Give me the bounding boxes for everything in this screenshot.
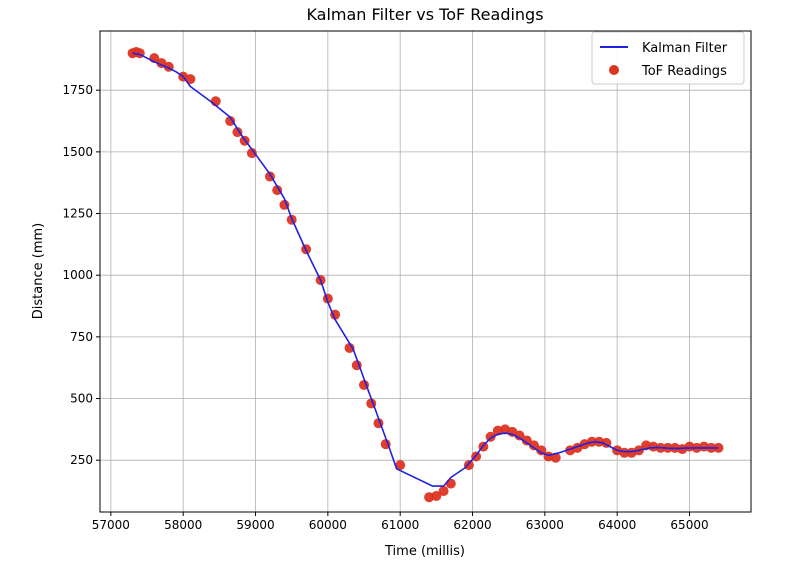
tof-reading-point [185, 74, 196, 85]
legend-dot-swatch [609, 65, 619, 75]
tof-reading-point [619, 447, 630, 458]
legend: Kalman Filter ToF Readings [591, 31, 745, 85]
x-tick-label: 58000 [164, 518, 202, 532]
legend-box [591, 31, 745, 85]
y-tick-label: 1250 [62, 207, 93, 221]
tof-reading-point [438, 486, 449, 497]
tof-reading-point [431, 490, 442, 501]
tof-reading-point [713, 442, 724, 453]
tof-reading-point [529, 440, 539, 451]
tof-reading-point [232, 127, 243, 138]
kalman-filter-line [132, 52, 719, 487]
x-tick-label: 59000 [236, 518, 274, 532]
plot-frame [99, 30, 752, 513]
tof-reading-point [344, 342, 355, 353]
x-tick-label: 57000 [92, 518, 130, 532]
y-tick-label: 1000 [62, 268, 93, 282]
x-tick-label: 60000 [309, 518, 347, 532]
axis-ticks: 57000 58000 59000 60000 61000 62000 63000 64000… [62, 83, 708, 532]
tof-reading-point [272, 185, 283, 196]
tof-reading-point [550, 452, 561, 463]
tof-reading-point [463, 460, 474, 471]
x-axis-title: Time (millis) [384, 544, 465, 559]
y-tick-label: 1500 [62, 145, 93, 159]
y-axis-title: Distance (mm) [31, 223, 46, 319]
y-tick-label: 500 [70, 392, 93, 406]
grid [100, 31, 751, 512]
x-tick-label: 65000 [670, 518, 708, 532]
x-tick-label: 61000 [381, 518, 419, 532]
legend-label-kalman: Kalman Filter [642, 41, 728, 56]
x-tick-label: 62000 [453, 518, 491, 532]
tof-reading-point [485, 431, 496, 442]
tof-reading-point [225, 116, 236, 127]
x-tick-label: 64000 [598, 518, 636, 532]
y-tick-label: 750 [70, 330, 93, 344]
tof-reading-point [246, 148, 257, 159]
y-tick-label: 250 [70, 453, 93, 467]
x-tick-label: 63000 [526, 518, 564, 532]
y-tick-label: 1750 [62, 83, 93, 97]
tof-reading-point [514, 430, 525, 441]
chart-title: Kalman Filter vs ToF Readings [306, 5, 543, 24]
legend-label-tof: ToF Readings [641, 64, 727, 79]
plot-series [127, 46, 724, 503]
tof-reading-point [521, 435, 532, 446]
tof-reading-point [395, 460, 406, 471]
tof-reading-point [445, 478, 456, 489]
